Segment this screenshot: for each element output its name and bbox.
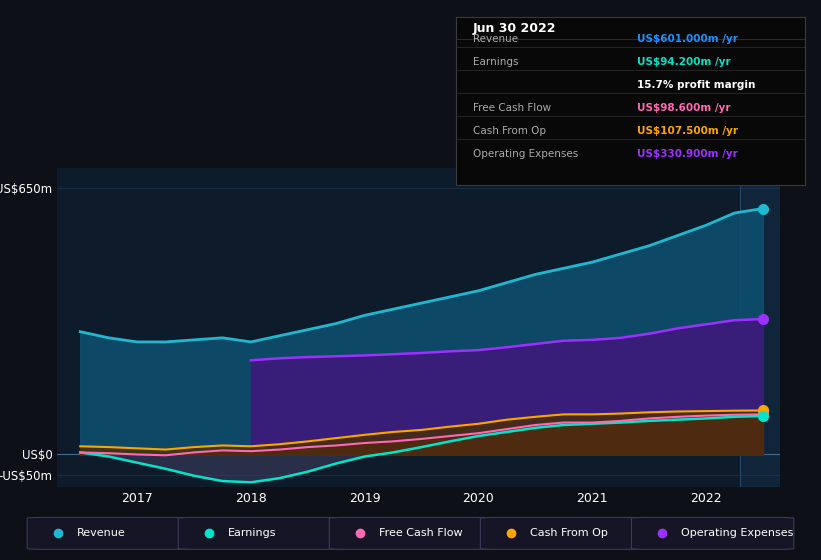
Text: US$98.600m /yr: US$98.600m /yr (637, 103, 731, 113)
Text: Earnings: Earnings (228, 529, 277, 538)
Text: Free Cash Flow: Free Cash Flow (379, 529, 463, 538)
Text: Jun 30 2022: Jun 30 2022 (473, 22, 557, 35)
FancyBboxPatch shape (27, 517, 190, 549)
Text: Free Cash Flow: Free Cash Flow (473, 103, 551, 113)
Text: 15.7% profit margin: 15.7% profit margin (637, 80, 755, 90)
Text: Revenue: Revenue (77, 529, 126, 538)
Text: Cash From Op: Cash From Op (473, 126, 546, 136)
Bar (740, 168, 780, 487)
Text: Operating Expenses: Operating Expenses (473, 149, 578, 159)
Text: Earnings: Earnings (473, 57, 519, 67)
Text: US$107.500m /yr: US$107.500m /yr (637, 126, 738, 136)
Text: Revenue: Revenue (473, 34, 518, 44)
Text: Cash From Op: Cash From Op (530, 529, 608, 538)
Text: Operating Expenses: Operating Expenses (681, 529, 794, 538)
FancyBboxPatch shape (631, 517, 794, 549)
Text: US$601.000m /yr: US$601.000m /yr (637, 34, 738, 44)
FancyBboxPatch shape (480, 517, 643, 549)
FancyBboxPatch shape (329, 517, 492, 549)
Text: US$94.200m /yr: US$94.200m /yr (637, 57, 731, 67)
FancyBboxPatch shape (178, 517, 341, 549)
Text: US$330.900m /yr: US$330.900m /yr (637, 149, 738, 159)
